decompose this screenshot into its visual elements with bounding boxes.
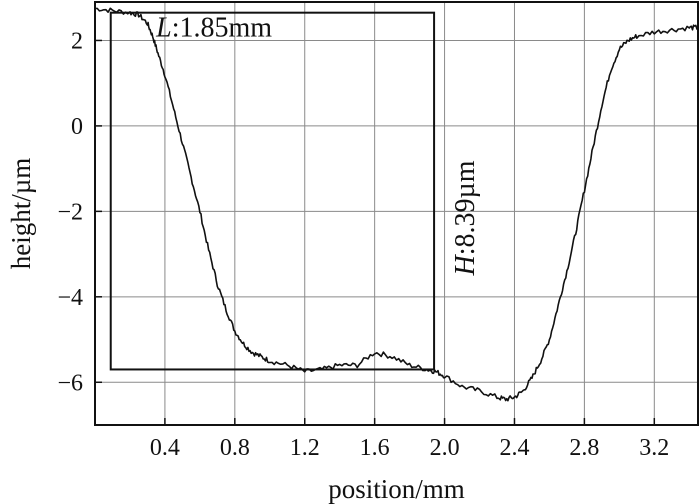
length-annotation: L:1.85mm [155, 12, 272, 43]
length-annotation-var: L [155, 12, 172, 43]
y-tick-label: −4 [57, 285, 83, 311]
y-tick-label: −2 [57, 199, 83, 225]
height-annotation: H:8.39µm [450, 160, 481, 276]
grid-lines [95, 2, 698, 425]
x-tick-label: 2.0 [430, 435, 460, 461]
y-tick-label: 0 [71, 114, 83, 140]
measurement-rectangle [109, 11, 436, 371]
x-tick-label: 0.4 [150, 435, 180, 461]
height-annotation-var: H [450, 253, 481, 276]
y-tick-label: −6 [57, 370, 83, 396]
x-tick-label: 1.6 [360, 435, 390, 461]
plot-frame [94, 1, 699, 426]
x-tick-label: 2.8 [569, 435, 599, 461]
plot-series [94, 7, 699, 402]
height-annotation-value: :8.39µm [450, 160, 481, 255]
x-tick-label: 2.4 [499, 435, 529, 461]
ticks: 0.4 0.8 1.2 1.6 2.0 2.4 2.8 3.2 2 0 −2 −4 −6 [57, 28, 669, 461]
y-axis-label: height/µm [6, 158, 36, 270]
length-annotation-value: :1.85mm [172, 12, 273, 43]
x-tick-label: 3.2 [639, 435, 669, 461]
x-tick-label: 0.8 [220, 435, 250, 461]
measurement-box [109, 11, 436, 371]
profile-line [94, 7, 699, 402]
y-tick-label: 2 [71, 28, 83, 54]
x-axis-label: position/mm [328, 474, 465, 504]
x-tick-label: 1.2 [290, 435, 320, 461]
